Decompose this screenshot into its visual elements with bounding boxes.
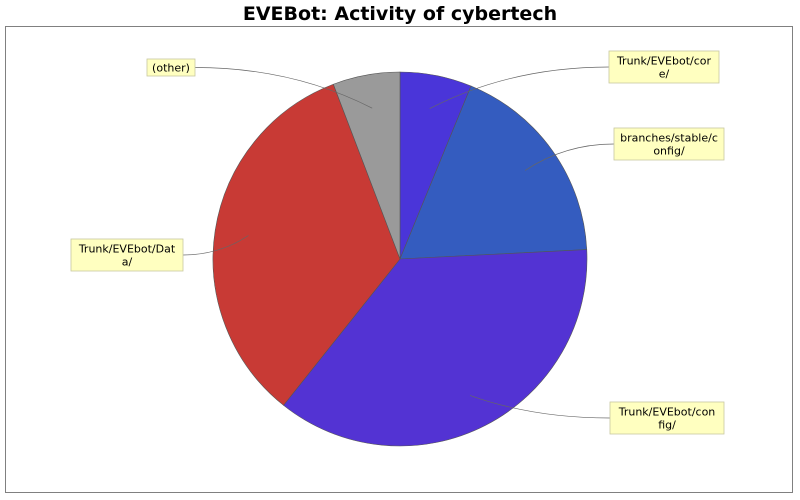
slice-label-branches-stable-config: branches/stable/c <box>620 132 718 145</box>
slice-label-box <box>609 401 725 435</box>
slice-label-branches-stable-config: onfig/ <box>653 145 685 158</box>
pie-slice-trunk-evebot-config <box>283 249 588 447</box>
slice-label-other: (other) <box>152 62 190 75</box>
pie-slice-other <box>332 71 401 260</box>
pie-slices <box>212 71 588 447</box>
slice-label-trunk-evebot-data: Trunk/EVEbot/Dat <box>78 243 176 256</box>
slice-label-box <box>70 238 184 272</box>
label-leader-line <box>182 235 249 256</box>
pie-slice-branches-stable-config <box>399 85 588 260</box>
slice-label-trunk-evebot-data: a/ <box>122 256 133 269</box>
slice-label-trunk-evebot-core: e/ <box>659 68 670 81</box>
label-leader-line <box>469 395 611 419</box>
label-leader-line <box>194 67 373 109</box>
slice-label-trunk-evebot-config: fig/ <box>658 419 676 432</box>
chart-title: EVEBot: Activity of cybertech <box>242 3 558 25</box>
plot-area-frame <box>5 26 793 493</box>
slice-label-trunk-evebot-core: Trunk/EVEbot/cor <box>616 55 712 68</box>
pie-slice-trunk-evebot-data <box>212 83 401 406</box>
slice-label-box <box>146 58 196 77</box>
slice-label-box <box>608 50 720 84</box>
label-leader-line <box>429 66 610 109</box>
slice-label-box <box>613 127 725 161</box>
slice-label-trunk-evebot-config: Trunk/EVEbot/con <box>618 406 716 419</box>
label-leader-line <box>525 143 615 171</box>
pie-labels: Trunk/EVEbot/core/branches/stable/config… <box>70 50 725 435</box>
